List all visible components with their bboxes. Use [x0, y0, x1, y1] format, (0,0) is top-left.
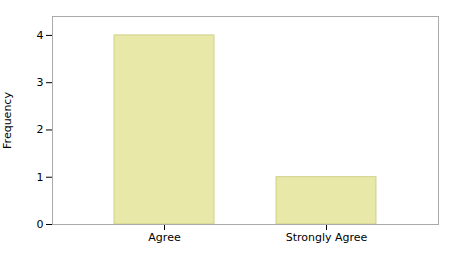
svg-text:Agree: Agree — [148, 231, 181, 244]
svg-text:2: 2 — [37, 123, 44, 136]
svg-text:1: 1 — [37, 171, 44, 184]
svg-text:4: 4 — [37, 29, 44, 42]
svg-text:0: 0 — [37, 218, 44, 231]
svg-text:3: 3 — [37, 76, 44, 89]
svg-text:Strongly Agree: Strongly Agree — [286, 231, 368, 244]
svg-text:Frequency: Frequency — [1, 92, 14, 149]
